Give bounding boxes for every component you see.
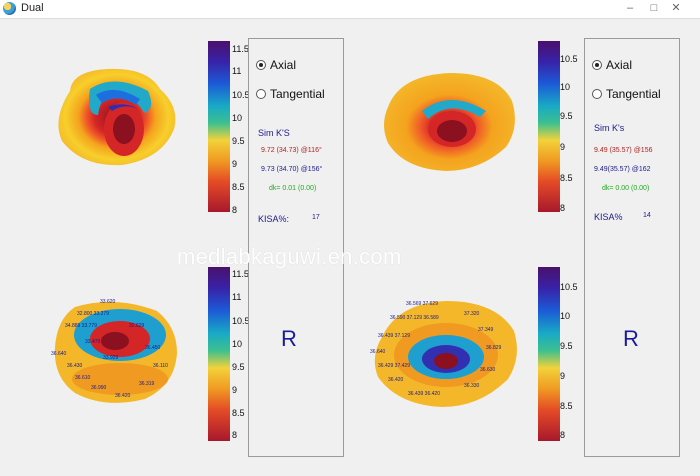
scale-tick: 8	[560, 203, 566, 213]
kisa-value: 14	[643, 212, 651, 219]
svg-text:33.929: 33.929	[103, 355, 119, 361]
scale-tick: 9.5	[232, 362, 245, 372]
scale-tick: 11	[232, 292, 242, 302]
svg-text:36.319: 36.319	[139, 381, 155, 387]
radio-unselected-icon	[256, 89, 266, 99]
svg-text:34.889 33.779: 34.889 33.779	[65, 323, 97, 329]
left-axial-radio[interactable]: Axial	[256, 58, 296, 72]
svg-text:36.610: 36.610	[75, 375, 91, 381]
eye-indicator: R	[623, 326, 639, 351]
radio-label: Tangential	[606, 87, 661, 101]
svg-text:36.990: 36.990	[91, 385, 107, 391]
app-globe-icon	[3, 2, 16, 15]
scale-tick: 9	[232, 159, 238, 169]
left-info-panel: Axial Tangential Sim K'S 9.72 (34.73) @1…	[248, 38, 344, 457]
scale-tick: 10	[232, 113, 243, 123]
maximize-button[interactable]: □	[650, 2, 658, 14]
dual-view-client: 11.5 11 10.5 10 9.5 9 8.5 8 33.620 32.800…	[0, 19, 700, 476]
radio-label: Tangential	[270, 87, 325, 101]
kisa-label: KISA%	[594, 212, 623, 222]
svg-text:36.420: 36.420	[115, 393, 131, 399]
right-axial-map	[384, 73, 515, 171]
scale-tick: 10.5	[560, 282, 578, 292]
scale-tick: 11.5	[232, 44, 249, 54]
scale-tick: 10	[232, 339, 243, 349]
simk-value-2: 9.49(35.57) @162	[594, 166, 651, 173]
window-title: Dual	[21, 2, 44, 14]
left-axial-map	[58, 68, 176, 166]
scale-tick: 10	[560, 82, 571, 92]
svg-text:36.450: 36.450	[145, 345, 161, 351]
scale-tick: 10.5	[560, 54, 578, 64]
svg-text:36.630: 36.630	[480, 367, 496, 373]
svg-text:36.640: 36.640	[51, 351, 67, 357]
scale-tick: 8.5	[232, 408, 245, 418]
svg-text:33.620: 33.620	[100, 299, 116, 305]
dk-value: dk= 0.00 (0.00)	[602, 185, 650, 192]
scale-tick: 10.5	[232, 90, 250, 100]
svg-text:32.629: 32.629	[129, 323, 145, 329]
eye-indicator: R	[281, 326, 297, 351]
left-top-color-scale	[208, 41, 230, 212]
radio-selected-icon	[592, 60, 602, 70]
radio-label: Axial	[606, 58, 633, 72]
scale-tick: 8	[232, 205, 238, 215]
scale-tick: 8.5	[232, 182, 245, 192]
title-bar: Dual – □ ✕	[0, 0, 700, 19]
scale-tick: 10.5	[232, 316, 250, 326]
simk-title: Sim K's	[594, 123, 625, 133]
kisa-label: KISA%:	[258, 214, 290, 224]
simk-title: Sim K'S	[258, 128, 290, 138]
scale-tick: 9	[232, 385, 238, 395]
right-axial-radio[interactable]: Axial	[592, 58, 632, 72]
left-tangential-radio[interactable]: Tangential	[256, 87, 325, 101]
left-bottom-color-scale	[208, 267, 230, 441]
scale-tick: 11.5	[232, 269, 249, 279]
svg-text:36.590 37.129 36.589: 36.590 37.129 36.589	[390, 315, 439, 321]
scale-tick: 9.5	[232, 136, 245, 146]
scale-tick: 9	[560, 142, 566, 152]
right-numeric-map: 36.569 37.629 36.590 37.129 36.589 36.439…	[370, 301, 517, 407]
svg-text:32.800 33.279: 32.800 33.279	[77, 311, 109, 317]
svg-text:33.479: 33.479	[85, 339, 101, 345]
svg-text:36.569 37.629: 36.569 37.629	[406, 301, 438, 307]
svg-text:36.429 37.429: 36.429 37.429	[378, 363, 410, 369]
scale-tick: 9.5	[560, 111, 573, 121]
watermark-text: medlabkaguwi.en.com	[177, 244, 402, 269]
svg-text:36.420: 36.420	[388, 377, 404, 383]
right-info-panel: Axial Tangential Sim K's 9.49 (35.57) @1…	[584, 38, 680, 457]
minimize-button[interactable]: –	[626, 2, 634, 14]
right-top-color-scale	[538, 41, 560, 212]
scale-tick: 8.5	[560, 401, 573, 411]
svg-text:37.320: 37.320	[464, 311, 480, 317]
scale-tick: 8	[560, 430, 566, 440]
radio-unselected-icon	[592, 89, 602, 99]
svg-text:36.330: 36.330	[464, 383, 480, 389]
scale-tick: 8.5	[560, 173, 573, 183]
simk-value-1: 9.49 (35.57) @156	[594, 147, 653, 154]
simk-value-1: 9.72 (34.73) @116°	[261, 147, 322, 154]
svg-text:36.110: 36.110	[153, 363, 168, 369]
radio-label: Axial	[270, 58, 297, 72]
svg-text:36.640: 36.640	[370, 349, 386, 355]
scale-tick: 11	[232, 66, 242, 76]
scale-tick: 8	[232, 430, 238, 440]
radio-selected-icon	[256, 60, 266, 70]
svg-text:37.349: 37.349	[478, 327, 494, 333]
close-button[interactable]: ✕	[671, 2, 681, 14]
simk-value-2: 9.73 (34.70) @156°	[261, 166, 323, 173]
scale-tick: 10	[560, 311, 571, 321]
svg-text:36.430: 36.430	[67, 363, 83, 369]
dk-value: dk= 0.01 (0.00)	[269, 185, 317, 192]
kisa-value: 17	[312, 214, 320, 221]
scale-tick: 9.5	[560, 341, 573, 351]
right-bottom-color-scale	[538, 267, 560, 441]
svg-text:36.439 36.420: 36.439 36.420	[408, 391, 440, 397]
right-tangential-radio[interactable]: Tangential	[592, 87, 661, 101]
svg-text:36.439 37.129: 36.439 37.129	[378, 333, 410, 339]
svg-text:36.829: 36.829	[486, 345, 502, 351]
scale-tick: 9	[560, 371, 566, 381]
